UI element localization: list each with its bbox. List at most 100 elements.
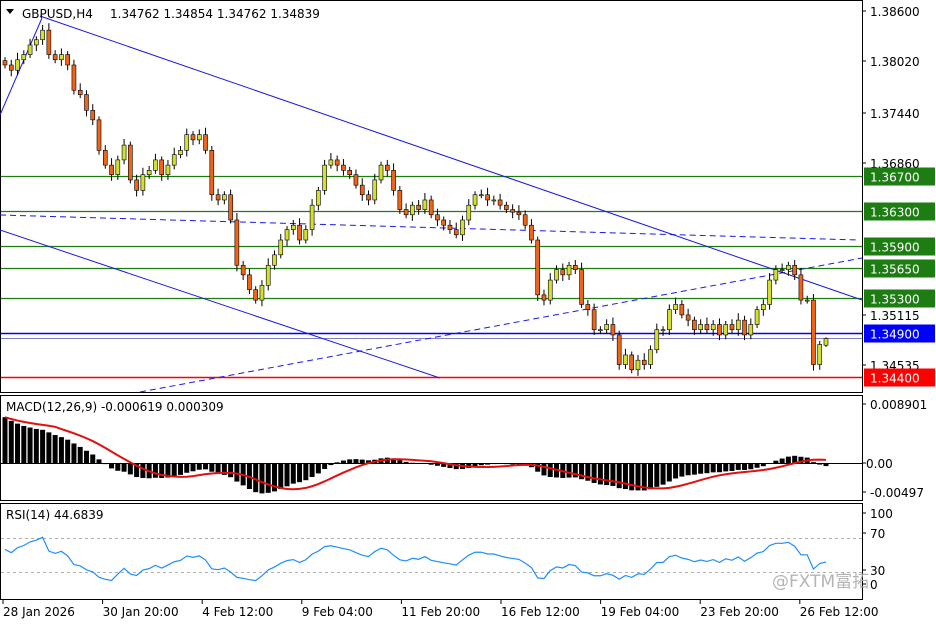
level-label-1.34900: 1.34900 bbox=[864, 325, 935, 343]
y-tick-label: 1.38020 bbox=[870, 55, 920, 69]
level-label-1.35300: 1.35300 bbox=[864, 290, 935, 308]
macd-bar bbox=[353, 459, 358, 463]
macd-bar bbox=[297, 463, 302, 482]
rsi-panel[interactable] bbox=[1, 504, 863, 600]
level-label-1.36300: 1.36300 bbox=[864, 203, 935, 221]
macd-bar bbox=[504, 463, 509, 464]
y-tick-label: 1.37440 bbox=[870, 107, 920, 121]
x-tick-label: 26 Feb 12:00 bbox=[800, 605, 879, 619]
macd-bar bbox=[115, 463, 120, 471]
macd-bar bbox=[623, 463, 628, 489]
macd-bar bbox=[648, 463, 653, 489]
x-tick-label: 4 Feb 12:00 bbox=[202, 605, 273, 619]
macd-bar bbox=[692, 463, 697, 475]
x-tick-label: 11 Feb 20:00 bbox=[401, 605, 480, 619]
macd-bar bbox=[729, 463, 734, 471]
macd-bar bbox=[567, 463, 572, 478]
macd-bar bbox=[824, 463, 829, 466]
macd-bar bbox=[78, 447, 83, 463]
macd-bar bbox=[817, 463, 822, 465]
macd-bar bbox=[485, 463, 490, 465]
macd-bar bbox=[172, 463, 177, 476]
svg-text:1.34400: 1.34400 bbox=[870, 372, 920, 386]
macd-bar bbox=[711, 463, 716, 472]
macd-bar bbox=[65, 440, 70, 463]
macd-bar bbox=[310, 463, 315, 477]
macd-bar bbox=[604, 463, 609, 485]
y-tick-label: 0.008901 bbox=[870, 398, 927, 412]
macd-bar bbox=[328, 463, 333, 465]
macd-bar bbox=[209, 463, 214, 472]
macd-bar bbox=[397, 460, 402, 463]
macd-bar bbox=[90, 455, 95, 463]
candle bbox=[630, 351, 634, 373]
macd-bar bbox=[479, 463, 484, 465]
macd-bar bbox=[723, 463, 728, 471]
macd-bar bbox=[435, 463, 440, 466]
candle bbox=[824, 337, 828, 347]
macd-bar bbox=[598, 463, 603, 484]
y-tick-label: 1.35115 bbox=[870, 309, 920, 323]
macd-bar bbox=[698, 463, 703, 474]
macd-bar bbox=[178, 463, 183, 475]
macd-bar bbox=[755, 463, 760, 468]
macd-bar bbox=[667, 463, 672, 481]
svg-text:1.35300: 1.35300 bbox=[870, 293, 920, 307]
macd-bar bbox=[15, 424, 20, 463]
y-tick-label: 30 bbox=[870, 564, 885, 578]
candle bbox=[536, 237, 540, 301]
macd-bar bbox=[661, 463, 666, 485]
macd-bar bbox=[40, 430, 45, 463]
level-label-1.34400: 1.34400 bbox=[864, 369, 935, 387]
x-tick-label: 16 Feb 12:00 bbox=[501, 605, 580, 619]
x-tick-label: 19 Feb 04:00 bbox=[601, 605, 680, 619]
macd-bar bbox=[422, 463, 427, 464]
macd-bar bbox=[786, 457, 791, 463]
macd-bar bbox=[679, 463, 684, 477]
macd-bar bbox=[153, 463, 158, 478]
macd-bar bbox=[535, 463, 540, 472]
symbol-timeframe: GBPUSD,H4 bbox=[22, 7, 93, 21]
candle bbox=[379, 162, 383, 184]
x-tick-label: 23 Feb 20:00 bbox=[700, 605, 779, 619]
watermark-logo: @FXTM富拓 bbox=[772, 572, 869, 592]
macd-bar bbox=[303, 463, 308, 480]
level-label-1.35650: 1.35650 bbox=[864, 260, 935, 278]
candle bbox=[398, 186, 402, 214]
svg-text:1.34900: 1.34900 bbox=[870, 328, 920, 342]
macd-bar bbox=[761, 463, 766, 466]
macd-bar bbox=[191, 463, 196, 471]
y-tick-label: 100 bbox=[870, 507, 893, 521]
macd-bar bbox=[748, 463, 753, 469]
macd-bar bbox=[53, 435, 58, 463]
macd-bar bbox=[103, 463, 108, 464]
macd-bar bbox=[71, 443, 76, 463]
candle bbox=[210, 146, 214, 201]
ohlc-readout: 1.34762 1.34854 1.34762 1.34839 bbox=[110, 7, 320, 21]
macd-bar bbox=[34, 429, 39, 463]
macd-bar bbox=[673, 463, 678, 478]
macd-bar bbox=[704, 463, 709, 473]
macd-bar bbox=[429, 463, 434, 465]
macd-bar bbox=[259, 463, 264, 493]
candle bbox=[811, 294, 815, 371]
y-tick-label: 0 bbox=[870, 578, 878, 592]
y-tick-label: 0.00 bbox=[866, 457, 893, 471]
y-tick-label: -0.00497 bbox=[870, 486, 924, 500]
candle bbox=[235, 213, 239, 271]
macd-bar bbox=[9, 421, 14, 463]
level-label-1.36700: 1.36700 bbox=[864, 168, 935, 186]
macd-bar bbox=[46, 432, 51, 463]
macd-bar bbox=[491, 463, 496, 464]
macd-bar bbox=[510, 463, 515, 464]
macd-bar bbox=[773, 461, 778, 463]
macd-bar bbox=[404, 462, 409, 463]
macd-bar bbox=[21, 426, 26, 463]
macd-bar bbox=[360, 460, 365, 463]
macd-bar bbox=[253, 463, 258, 492]
x-tick-label: 9 Feb 04:00 bbox=[302, 605, 373, 619]
macd-bar bbox=[97, 459, 102, 463]
macd-bar bbox=[347, 459, 352, 463]
candle bbox=[229, 190, 233, 224]
